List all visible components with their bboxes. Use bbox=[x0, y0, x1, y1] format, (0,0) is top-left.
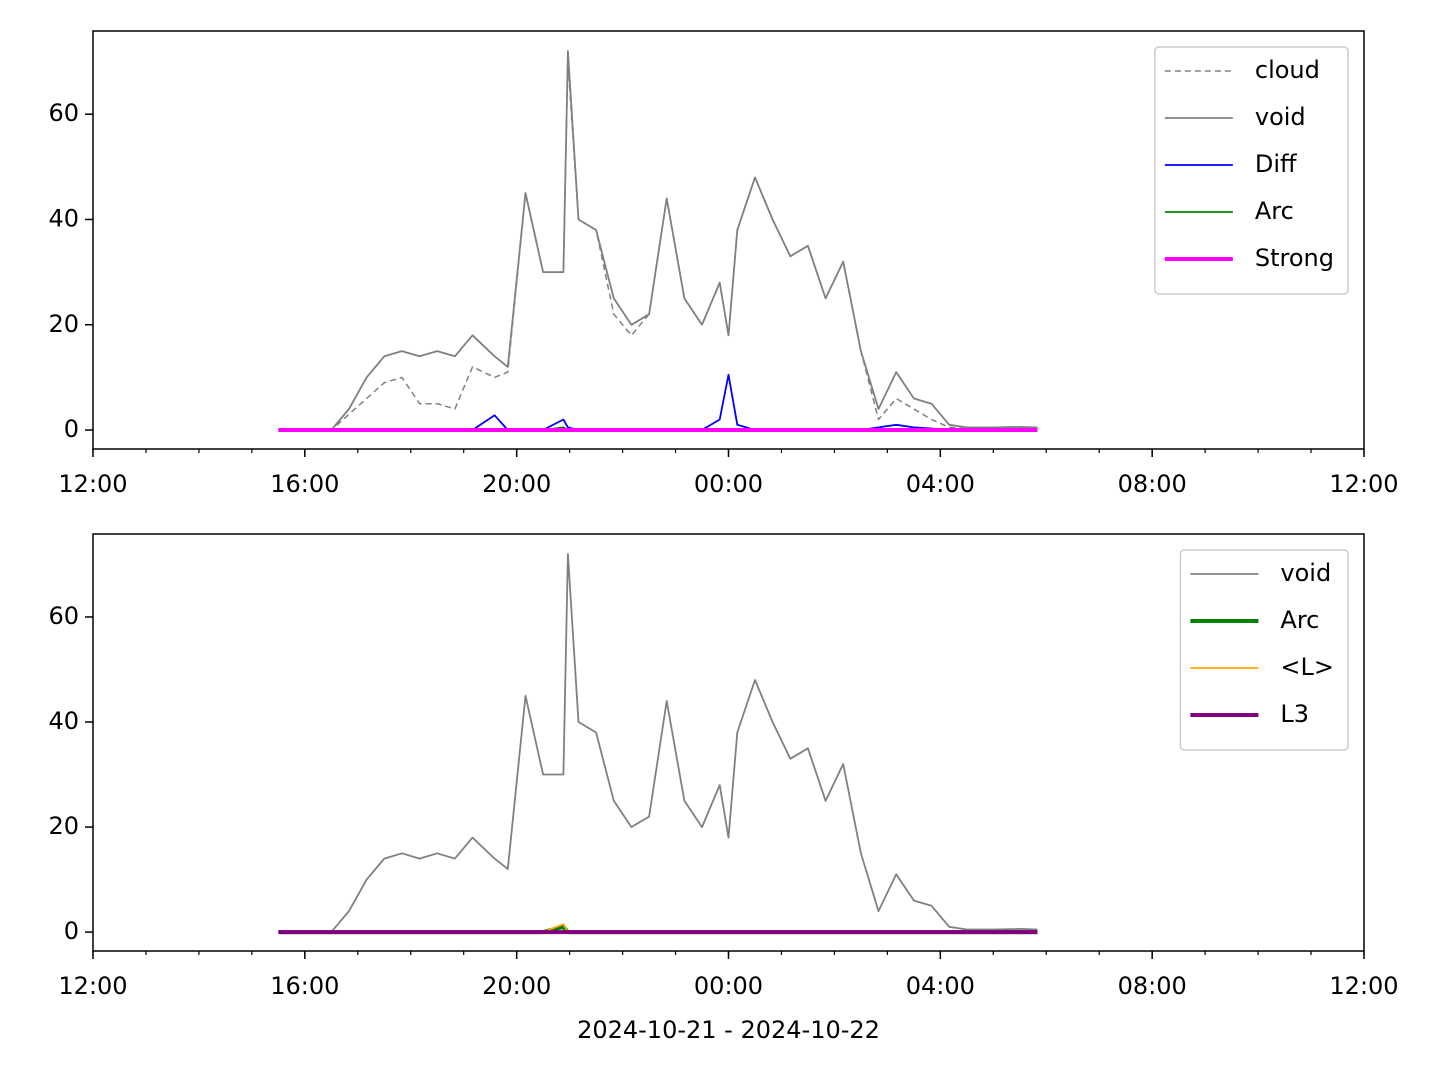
legend-label: Strong bbox=[1255, 244, 1334, 272]
x-tick-label: 16:00 bbox=[270, 470, 339, 498]
y-tick-label: 0 bbox=[64, 415, 79, 443]
axes-frame bbox=[92, 30, 1365, 450]
x-tick-label: 12:00 bbox=[58, 972, 127, 1000]
y-tick-label: 60 bbox=[48, 602, 79, 630]
series-line bbox=[278, 373, 1038, 431]
x-axis-label: 2024-10-21 - 2024-10-22 bbox=[577, 1016, 880, 1044]
x-tick-label: 20:00 bbox=[482, 470, 551, 498]
legend: cloud void Diff Arc Strong bbox=[1154, 46, 1349, 295]
series-line bbox=[278, 50, 1038, 431]
legend-label: Arc bbox=[1280, 606, 1319, 634]
x-tick-label: 04:00 bbox=[906, 470, 975, 498]
x-tick-label: 08:00 bbox=[1118, 972, 1187, 1000]
x-tick-label: 20:00 bbox=[482, 972, 551, 1000]
legend-label: Arc bbox=[1255, 197, 1294, 225]
legend-box bbox=[1154, 46, 1349, 295]
x-tick-label: 08:00 bbox=[1118, 470, 1187, 498]
y-tick-label: 20 bbox=[48, 812, 79, 840]
x-tick-label: 00:00 bbox=[694, 972, 763, 1000]
x-tick-label: 16:00 bbox=[270, 972, 339, 1000]
x-tick-label: 12:00 bbox=[1329, 972, 1398, 1000]
legend-label: L3 bbox=[1280, 700, 1309, 728]
y-tick-label: 0 bbox=[64, 917, 79, 945]
legend: void Arc <L> L3 bbox=[1179, 549, 1349, 751]
legend-label: cloud bbox=[1255, 56, 1320, 84]
y-tick-label: 40 bbox=[48, 204, 79, 232]
series-line bbox=[278, 60, 1038, 431]
x-tick-label: 12:00 bbox=[1329, 470, 1398, 498]
legend-label: Diff bbox=[1255, 150, 1297, 178]
axes: 12:00 16:00 20:00 00:00 04:00 08:00 12:00 0 20 40… bbox=[48, 533, 1399, 1044]
y-tick-label: 60 bbox=[48, 99, 79, 127]
axes-frame bbox=[92, 533, 1365, 952]
legend-label: void bbox=[1255, 103, 1306, 131]
axes: 12:00 16:00 20:00 00:00 04:00 08:00 12:00 0 20 40… bbox=[48, 30, 1399, 498]
x-tick-label: 04:00 bbox=[906, 972, 975, 1000]
series-line bbox=[278, 553, 1038, 933]
legend-label: <L> bbox=[1280, 653, 1334, 681]
y-tick-label: 20 bbox=[48, 310, 79, 338]
legend-box bbox=[1179, 549, 1349, 751]
x-tick-label: 12:00 bbox=[58, 470, 127, 498]
legend-label: void bbox=[1280, 559, 1331, 587]
y-tick-label: 40 bbox=[48, 707, 79, 735]
x-tick-label: 00:00 bbox=[694, 470, 763, 498]
